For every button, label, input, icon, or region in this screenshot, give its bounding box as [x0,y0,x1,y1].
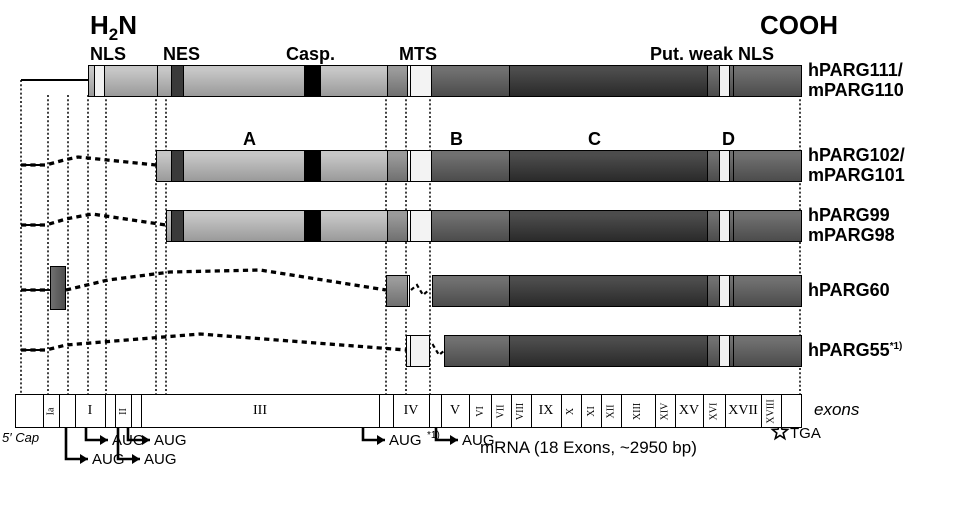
exon-cell-Ia: Ia [43,395,60,427]
n-terminus-label: H2N [90,10,137,41]
mrna-label: mRNA (18 Exons, ~2950 bp) [480,438,697,458]
exon1a-mini [50,266,66,310]
exon-cell-XVIII: XVIII [761,395,782,427]
exon-cell-XVII: XVII [725,395,762,427]
feature-strip-nes [171,211,184,241]
isoform-bar-1 [88,65,802,97]
feature-strip-mts [410,151,432,181]
feature-strip-nes [171,151,184,181]
isoform-bar-4 [386,275,410,307]
exon-cell-XV: XV [675,395,704,427]
feature-label-mts: MTS [399,44,437,65]
feature-strip-mts [410,211,432,241]
feature-strip-pnls2 [719,211,730,241]
feature-strip-pnls2 [719,336,730,366]
exon-cell-V: V [441,395,470,427]
exon-cell-IX: IX [531,395,562,427]
isoform-label-2: hPARG102/mPARG101 [808,146,905,186]
isoform-bar-5 [444,335,802,367]
isoform-label-3: hPARG99mPARG98 [808,206,895,246]
feature-strip-casp [304,66,321,96]
exon-cell-XII: XII [601,395,622,427]
svg-text:AUG: AUG [154,432,187,449]
exon-cell-II: II [115,395,132,427]
feature-label-nls: NLS [90,44,126,65]
isoform-label-4: hPARG60 [808,281,890,301]
exon-cell-X: X [561,395,582,427]
feature-strip-pnls2 [719,151,730,181]
isoform-bar-3 [166,210,802,242]
isoform-label-5: hPARG55*1) [808,341,902,361]
exon-cell-blank [781,395,801,427]
exon-cell-VI: VI [469,395,492,427]
five-prime-cap-label: 5′ Cap [2,430,39,445]
exon-cell-IV: IV [393,395,430,427]
exon-row: IaIIIIIIIVVVIVIIVIIIIXXXIXIIXIIIXIVXVXVI… [15,394,802,428]
feature-label-pnls2: Put. weak NLS [650,44,774,65]
exon-cell-XI: XI [581,395,602,427]
exon-cell-VII: VII [491,395,512,427]
feature-strip-casp [304,211,321,241]
subdomain-label-A: A [243,129,256,150]
c-terminus-label: COOH [760,10,838,41]
feature-strip-nes [171,66,184,96]
subdomain-label-B: B [450,129,463,150]
feature-label-casp: Casp. [286,44,335,65]
isoform-bar-4 [432,275,802,307]
exons-word: exons [814,400,859,420]
feature-label-nes: NES [163,44,200,65]
exon-cell-XVI: XVI [703,395,726,427]
exon-cell-blank [379,395,394,427]
exon-cell-III: III [141,395,380,427]
exon-cell-blank [16,395,44,427]
subdomain-label-C: C [588,129,601,150]
feature-strip-pnls2 [719,276,730,306]
isoform-bar-5 [406,335,430,367]
feature-strip-pnls2 [719,66,730,96]
isoform-label-1: hPARG111/mPARG110 [808,61,904,101]
exon-cell-XIV: XIV [655,395,676,427]
exon-cell-VIII: VIII [511,395,532,427]
isoform-bar-2 [156,150,802,182]
exon-cell-blank [59,395,76,427]
exon-cell-XIII: XIII [621,395,656,427]
svg-text:AUG: AUG [389,432,422,449]
svg-text:AUG: AUG [144,451,177,468]
feature-strip-mts [410,66,432,96]
feature-strip-casp [304,151,321,181]
exon-cell-I: I [75,395,106,427]
feature-strip-mts [410,336,430,366]
feature-strip-nls [94,66,105,96]
subdomain-label-D: D [722,129,735,150]
